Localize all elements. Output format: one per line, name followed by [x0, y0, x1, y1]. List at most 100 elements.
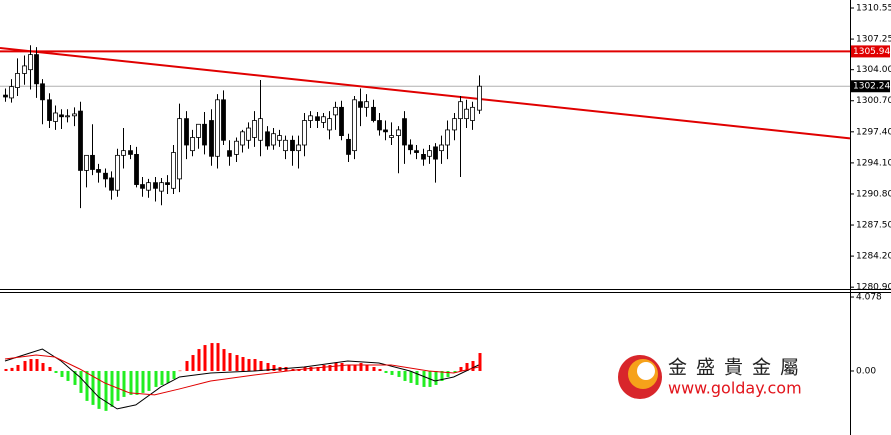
macd-line: [4, 348, 479, 410]
candle-body: [277, 135, 282, 141]
candle-body: [15, 73, 20, 88]
macd-bar: [284, 366, 288, 371]
candle-body: [327, 118, 332, 131]
candle-body: [302, 120, 307, 146]
macd-bar: [365, 364, 369, 371]
macd-bar: [478, 353, 482, 371]
macd-bar: [129, 370, 133, 395]
logo-icon: [637, 362, 655, 380]
candle-body: [84, 154, 89, 171]
macd-bar: [172, 370, 176, 379]
macd-bar: [347, 364, 351, 371]
candle-body: [96, 169, 101, 173]
macd-bar: [135, 370, 139, 395]
candle-body: [464, 108, 469, 120]
candle-body: [3, 94, 8, 98]
candle-body: [458, 101, 463, 120]
macd-bar: [235, 355, 239, 371]
candle-body: [339, 106, 344, 136]
macd-bar: [60, 370, 64, 377]
macd-bar: [422, 370, 426, 387]
macd-bar: [272, 364, 276, 371]
logo-url: www.golday.com: [668, 379, 802, 398]
candle-body: [271, 133, 276, 146]
macd-bar: [266, 363, 270, 371]
macd-bar: [253, 359, 257, 371]
candle-body: [364, 101, 369, 108]
candle-body: [439, 144, 444, 152]
candle-body: [22, 65, 27, 74]
candle-body: [346, 138, 351, 155]
candle-body: [240, 131, 245, 146]
candle-body: [28, 54, 33, 71]
macd-bar: [415, 370, 419, 385]
macd-bar: [4, 368, 8, 371]
macd-bar: [384, 370, 388, 373]
macd-bar: [35, 359, 39, 371]
y-tick-label: 1304.00: [856, 65, 891, 75]
price-level-box: [851, 45, 890, 58]
candle-body: [209, 120, 214, 157]
logo: 金盛貴金屬 www.golday.com: [618, 355, 802, 399]
candle-body: [371, 106, 376, 121]
candle-body: [115, 154, 120, 191]
macd-bar: [91, 370, 95, 405]
macd-bar: [197, 349, 201, 371]
candle-body: [377, 120, 382, 131]
macd-line: [4, 354, 479, 396]
macd-bar: [66, 370, 70, 381]
macd-bar: [48, 366, 52, 371]
candle-body: [171, 152, 176, 189]
y-tick-label: 1294.10: [856, 158, 891, 168]
candle-body: [190, 137, 195, 152]
candle-body: [352, 99, 357, 152]
macd-bar: [372, 366, 376, 371]
macd-bar: [203, 345, 207, 371]
macd-bar: [122, 370, 126, 397]
macd-bar: [378, 368, 382, 371]
candle-body: [65, 115, 70, 118]
candle-body: [109, 177, 114, 191]
candle-body: [477, 85, 482, 111]
price-level-label: 1302.24: [853, 82, 890, 92]
candle-body: [321, 116, 326, 123]
candle-body: [246, 127, 251, 141]
candle-body: [128, 150, 133, 155]
macd-bar: [322, 364, 326, 371]
candle-body: [9, 86, 14, 99]
candle-body: [103, 172, 108, 180]
candle-body: [40, 83, 45, 101]
y-tick-label: 1290.80: [856, 189, 891, 199]
macd-bar: [459, 366, 463, 371]
candle-body: [414, 150, 419, 153]
macd-bar: [309, 366, 313, 371]
candle-body: [72, 113, 77, 117]
macd-bar: [210, 343, 214, 371]
candle-body: [445, 129, 450, 146]
candle-body: [90, 154, 95, 170]
macd-bar: [29, 359, 33, 371]
candle-body: [383, 129, 388, 133]
macd-bar: [465, 363, 469, 371]
macd-bar: [97, 370, 101, 409]
macd-bar: [434, 370, 438, 385]
macd-bar: [141, 370, 145, 393]
candle-body: [258, 118, 263, 141]
candle-body: [78, 110, 83, 171]
macd-bar: [247, 359, 251, 371]
macd-bar: [397, 370, 401, 377]
macd-bar: [41, 363, 45, 371]
candle-body: [252, 120, 257, 138]
candle-body: [452, 118, 457, 131]
y-tick-label: 1287.50: [856, 221, 891, 231]
macd-bar: [222, 349, 226, 371]
macd-bar: [154, 370, 158, 387]
candle-body: [53, 112, 58, 122]
price-level-box: [851, 80, 890, 93]
candle-body: [402, 118, 407, 146]
macd-bar: [166, 370, 170, 383]
candle-body: [433, 146, 438, 160]
candle-body: [358, 101, 363, 108]
macd-bar: [10, 367, 14, 371]
